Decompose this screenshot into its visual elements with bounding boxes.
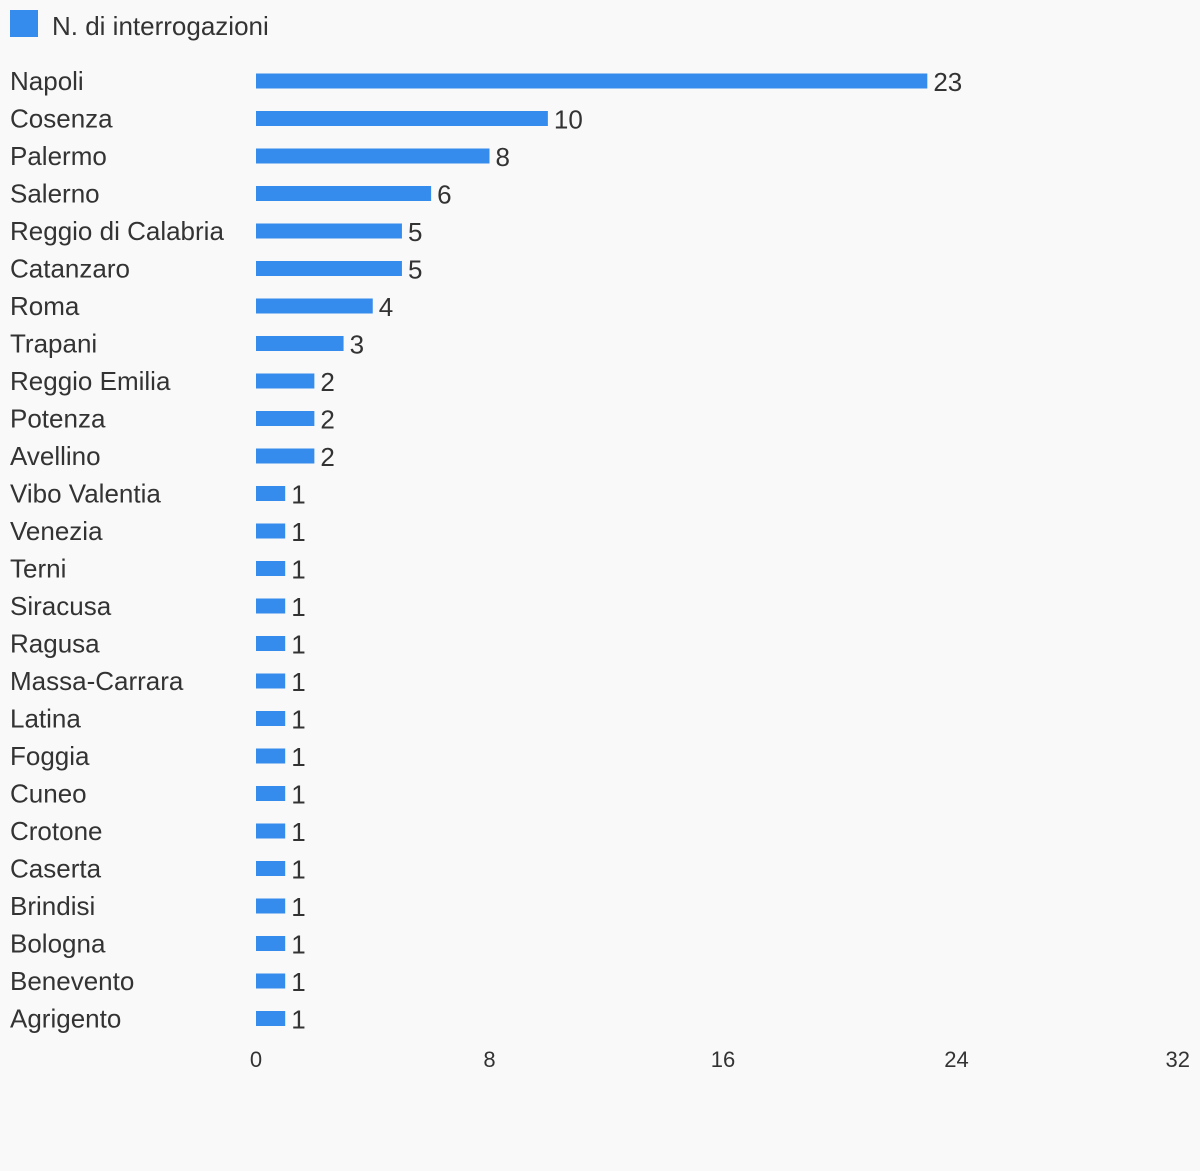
category-label: Salerno: [10, 179, 100, 209]
bar-vibo-valentia: [256, 486, 286, 501]
value-label: 1: [291, 855, 305, 885]
value-label: 1: [291, 517, 305, 547]
bar-bologna: [256, 936, 286, 951]
category-label: Terni: [10, 554, 66, 584]
value-label: 1: [291, 1005, 305, 1035]
x-axis-ticks: 0 8 16 24 32: [250, 1047, 1190, 1072]
category-label: Venezia: [10, 516, 103, 546]
category-label: Potenza: [10, 404, 106, 434]
category-label: Cuneo: [10, 779, 87, 809]
category-label: Catanzaro: [10, 254, 130, 284]
bar-foggia: [256, 748, 286, 764]
bar-reggio-di-calabria: [256, 223, 402, 239]
x-tick-label: 24: [944, 1047, 968, 1072]
category-label: Trapani: [10, 329, 97, 359]
value-label: 2: [320, 405, 334, 435]
category-label: Caserta: [10, 854, 102, 884]
bar-latina: [256, 711, 286, 726]
category-label: Brindisi: [10, 891, 95, 921]
category-label: Latina: [10, 704, 81, 734]
category-label: Reggio Emilia: [10, 366, 171, 396]
value-label: 1: [291, 742, 305, 772]
bar-palermo: [256, 148, 490, 164]
value-label: 10: [554, 105, 583, 135]
bar-crotone: [256, 823, 286, 839]
value-label: 1: [291, 780, 305, 810]
value-label: 6: [437, 180, 451, 210]
value-label: 4: [379, 292, 393, 322]
legend-swatch: [10, 10, 38, 37]
value-label: 1: [291, 555, 305, 585]
value-label: 1: [291, 817, 305, 847]
x-tick-label: 8: [483, 1047, 495, 1072]
category-label: Massa-Carrara: [10, 666, 184, 696]
bar-catanzaro: [256, 261, 402, 276]
value-label: 1: [291, 705, 305, 735]
category-label: Siracusa: [10, 591, 112, 621]
value-label: 1: [291, 967, 305, 997]
category-label: Avellino: [10, 441, 101, 471]
value-label: 2: [320, 367, 334, 397]
value-label: 1: [291, 480, 305, 510]
bar-ragusa: [256, 636, 286, 651]
bar-terni: [256, 561, 286, 576]
value-label: 5: [408, 217, 422, 247]
bar-reggio-emilia: [256, 373, 315, 389]
category-label: Cosenza: [10, 104, 113, 134]
bar-trapani: [256, 336, 344, 351]
bar-roma: [256, 298, 373, 314]
value-label: 3: [350, 330, 364, 360]
bar-napoli: [256, 73, 928, 89]
bar-potenza: [256, 411, 315, 426]
category-label: Crotone: [10, 816, 103, 846]
category-label: Bologna: [10, 929, 106, 959]
x-tick-label: 16: [711, 1047, 735, 1072]
category-label: Benevento: [10, 966, 134, 996]
x-tick-label: 0: [250, 1047, 262, 1072]
value-label: 1: [291, 930, 305, 960]
value-label: 5: [408, 255, 422, 285]
x-tick-label: 32: [1166, 1047, 1190, 1072]
category-label: Agrigento: [10, 1004, 121, 1034]
bar-cosenza: [256, 111, 548, 126]
bar-cuneo: [256, 786, 286, 801]
value-label: 1: [291, 592, 305, 622]
category-label: Ragusa: [10, 629, 100, 659]
bars: [256, 73, 928, 1026]
value-label: 23: [933, 67, 962, 97]
bar-caserta: [256, 861, 286, 876]
bar-salerno: [256, 186, 432, 201]
bar-benevento: [256, 973, 286, 989]
value-label: 1: [291, 667, 305, 697]
bar-siracusa: [256, 598, 286, 614]
category-label: Reggio di Calabria: [10, 216, 224, 246]
value-label: 8: [496, 142, 510, 172]
bar-brindisi: [256, 898, 286, 914]
bar-avellino: [256, 448, 315, 464]
category-labels: Napoli Cosenza Palermo Salerno Reggio di Cal…: [10, 66, 224, 1034]
legend-label: N. di interrogazioni: [52, 11, 269, 41]
value-label: 1: [291, 630, 305, 660]
legend: N. di interrogazioni: [10, 10, 269, 41]
value-label: 1: [291, 892, 305, 922]
value-label: 2: [320, 442, 334, 472]
bar-agrigento: [256, 1011, 286, 1026]
category-label: Vibo Valentia: [10, 479, 161, 509]
category-label: Foggia: [10, 741, 90, 771]
category-label: Palermo: [10, 141, 107, 171]
category-label: Roma: [10, 291, 80, 321]
bar-massa-carrara: [256, 673, 286, 689]
category-label: Napoli: [10, 66, 84, 96]
bar-venezia: [256, 523, 286, 539]
